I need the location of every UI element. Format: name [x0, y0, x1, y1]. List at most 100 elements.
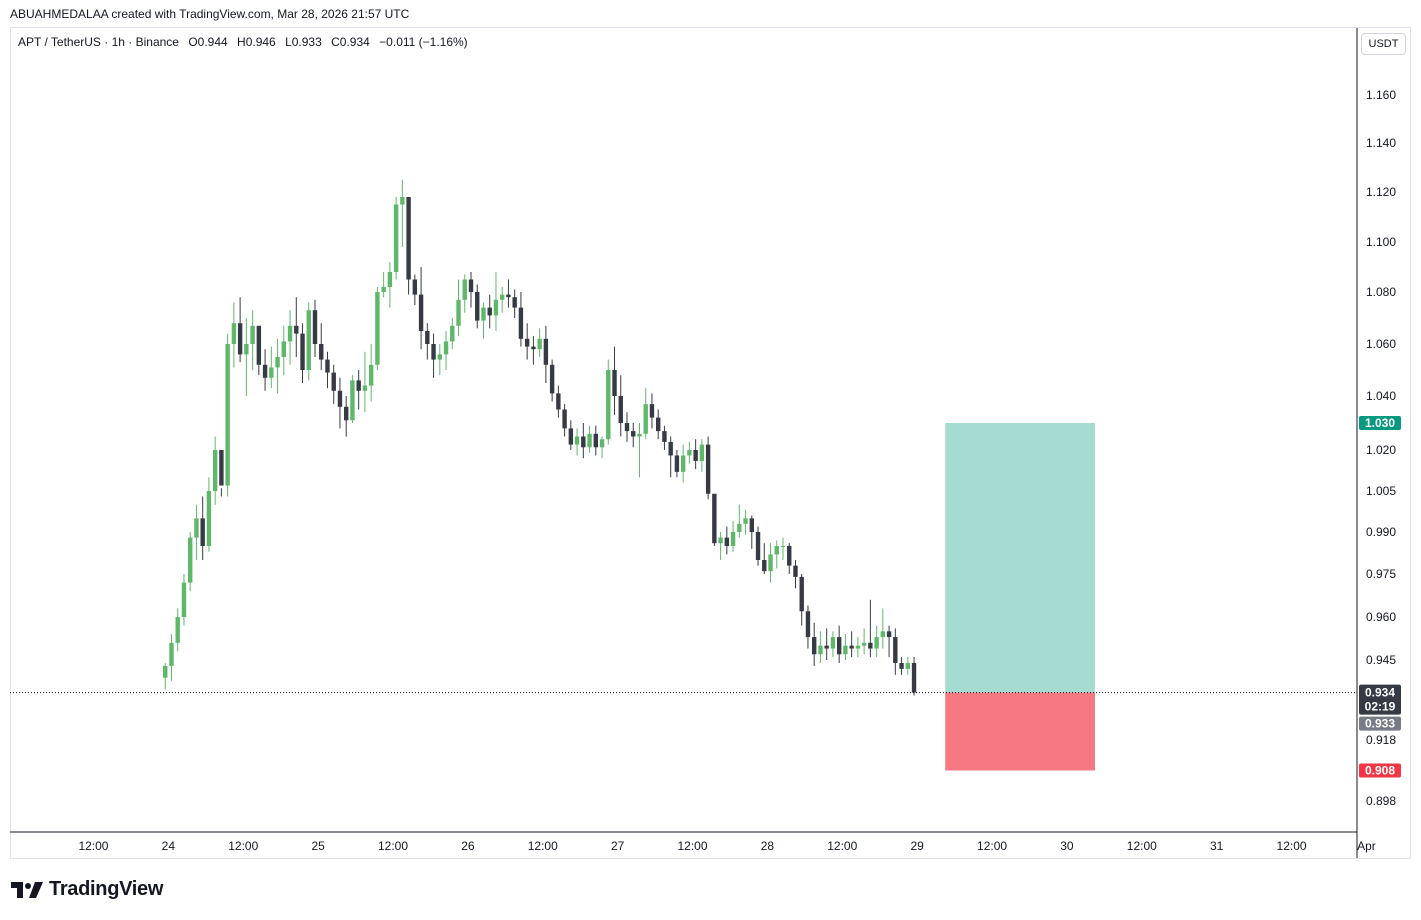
candle [231, 302, 237, 368]
candle [325, 351, 330, 389]
candle-body [712, 493, 717, 544]
time-tick-label: 27 [611, 839, 625, 853]
candle-body [737, 523, 742, 532]
candle [225, 333, 230, 497]
time-tick-label: 28 [761, 839, 775, 853]
candle-body [450, 325, 455, 342]
candle [219, 450, 224, 497]
candle-body [437, 354, 442, 360]
candle-body [244, 344, 249, 355]
candle-body [344, 406, 349, 421]
candle-body [818, 645, 823, 655]
candle [737, 504, 742, 538]
candle [880, 608, 886, 649]
candle-body [475, 292, 480, 321]
loss-zone [945, 692, 1095, 771]
candle-body [805, 611, 811, 638]
candle-body [730, 532, 736, 546]
candle [506, 279, 511, 308]
candle [755, 526, 761, 566]
candle [287, 310, 293, 365]
symbol-name[interactable]: APT / TetherUS · 1h · Binance [18, 35, 179, 49]
time-tick-label: 12:00 [228, 839, 258, 853]
last-price-tag: 0.934 [1365, 686, 1395, 700]
candle-body [687, 450, 692, 456]
symbol-legend[interactable]: APT / TetherUS · 1h · Binance O0.944 H0.… [18, 35, 474, 49]
candle [649, 393, 655, 429]
candle-body [624, 423, 630, 432]
candle-body [762, 560, 767, 572]
candle-body [874, 637, 879, 649]
candle [612, 346, 617, 415]
candle [163, 662, 168, 690]
candle [774, 540, 779, 569]
candle [312, 299, 318, 357]
candle [787, 543, 792, 574]
candle-body [418, 294, 424, 331]
candle [562, 404, 567, 437]
candle [356, 370, 361, 410]
tradingview-logo-text: TradingView [49, 878, 164, 900]
price-tick-label: 1.100 [1366, 235, 1396, 249]
candle [375, 287, 380, 370]
candle-body [219, 450, 224, 486]
candle-body [181, 582, 187, 617]
candle [362, 351, 368, 413]
candle [624, 412, 630, 442]
candle [705, 436, 711, 500]
candle-body [574, 436, 580, 445]
candle-body [493, 299, 499, 316]
candle [699, 439, 705, 472]
candle [581, 423, 586, 459]
candle-body [824, 645, 829, 649]
candle [687, 441, 692, 464]
candle [680, 444, 686, 483]
candle-body [163, 665, 168, 678]
candle [481, 302, 486, 339]
candle [868, 599, 873, 658]
candle-body [319, 344, 324, 360]
candle-body [431, 344, 436, 360]
candle [662, 425, 667, 450]
tradingview-logo[interactable]: TradingView [11, 878, 163, 901]
currency-button[interactable]: USDT [1361, 33, 1406, 55]
candle-body [855, 645, 861, 649]
candle-body [668, 441, 673, 456]
candle-body [886, 631, 892, 638]
candle-body [637, 433, 642, 437]
candle-body [755, 532, 761, 560]
candle [344, 396, 349, 437]
time-tick-label: 12:00 [827, 839, 857, 853]
candle [718, 532, 723, 560]
candle [443, 331, 449, 370]
candle-body [256, 325, 262, 365]
candle-body [649, 404, 655, 418]
candle [500, 287, 505, 313]
candle [674, 450, 680, 478]
stop-price-tag-bg [1359, 763, 1401, 778]
candle-body [693, 450, 698, 461]
candle-body [462, 279, 467, 300]
candle [812, 622, 817, 666]
time-tick-label: 29 [910, 839, 924, 853]
candle-body [206, 491, 212, 546]
chart-panel[interactable] [10, 27, 1411, 859]
candle-body [506, 294, 511, 298]
candle [425, 323, 430, 360]
candle [893, 628, 898, 675]
candle-body [231, 323, 237, 344]
candle [487, 294, 492, 329]
candle [275, 338, 280, 394]
candle-body [643, 404, 648, 434]
candle-body [393, 204, 399, 272]
candle-body [612, 370, 617, 396]
target-price-tag: 1.030 [1365, 416, 1395, 430]
candle-body [275, 357, 280, 368]
candle-body [400, 197, 405, 205]
time-tick-label: 26 [461, 839, 475, 853]
candle [618, 375, 623, 437]
candle [643, 388, 648, 440]
candle [518, 292, 524, 347]
price-tick-label: 0.945 [1366, 653, 1396, 667]
